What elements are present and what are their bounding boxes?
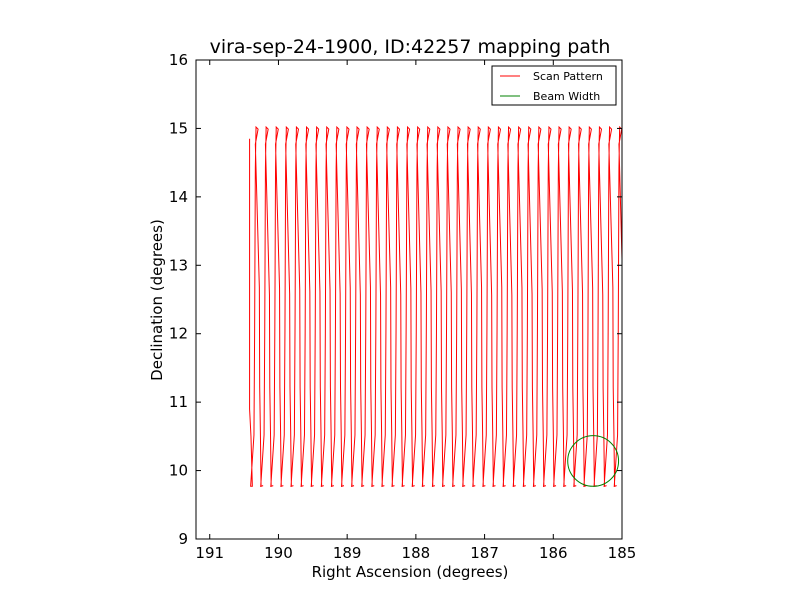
legend-scan-pattern-label: Scan Pattern — [533, 70, 603, 83]
legend: Scan Pattern Beam Width — [491, 65, 617, 106]
y-tick-label: 11 — [169, 393, 188, 411]
series-layer — [249, 125, 622, 487]
x-tick-label: 187 — [470, 544, 499, 562]
y-axis-label: Declination (degrees) — [148, 219, 166, 381]
y-tick-label: 14 — [169, 188, 188, 206]
legend-box — [491, 65, 617, 106]
y-tick-label: 13 — [169, 256, 188, 274]
y-tick-label: 15 — [169, 119, 188, 137]
y-tick-label: 9 — [178, 530, 188, 548]
chart-title: vira-sep-24-1900, ID:42257 mapping path — [210, 36, 611, 58]
y-tick-label: 16 — [169, 51, 188, 69]
x-tick-label: 186 — [539, 544, 568, 562]
legend-beam-width-label: Beam Width — [533, 90, 600, 103]
ticks-layer: 191 190 189 188 187 186 185 9 10 11 12 13 14 15 16 — [169, 51, 636, 562]
scan-pattern-line — [249, 125, 622, 487]
x-tick-label: 185 — [608, 544, 637, 562]
x-tick-label: 190 — [264, 544, 293, 562]
x-tick-label: 191 — [195, 544, 224, 562]
y-tick-label: 10 — [169, 462, 188, 480]
x-tick-label: 188 — [402, 544, 431, 562]
x-tick-label: 189 — [333, 544, 362, 562]
y-tick-label: 12 — [169, 325, 188, 343]
x-axis-label: Right Ascension (degrees) — [312, 563, 509, 581]
beam-width-circle — [567, 435, 620, 487]
plot-frame — [195, 59, 623, 540]
